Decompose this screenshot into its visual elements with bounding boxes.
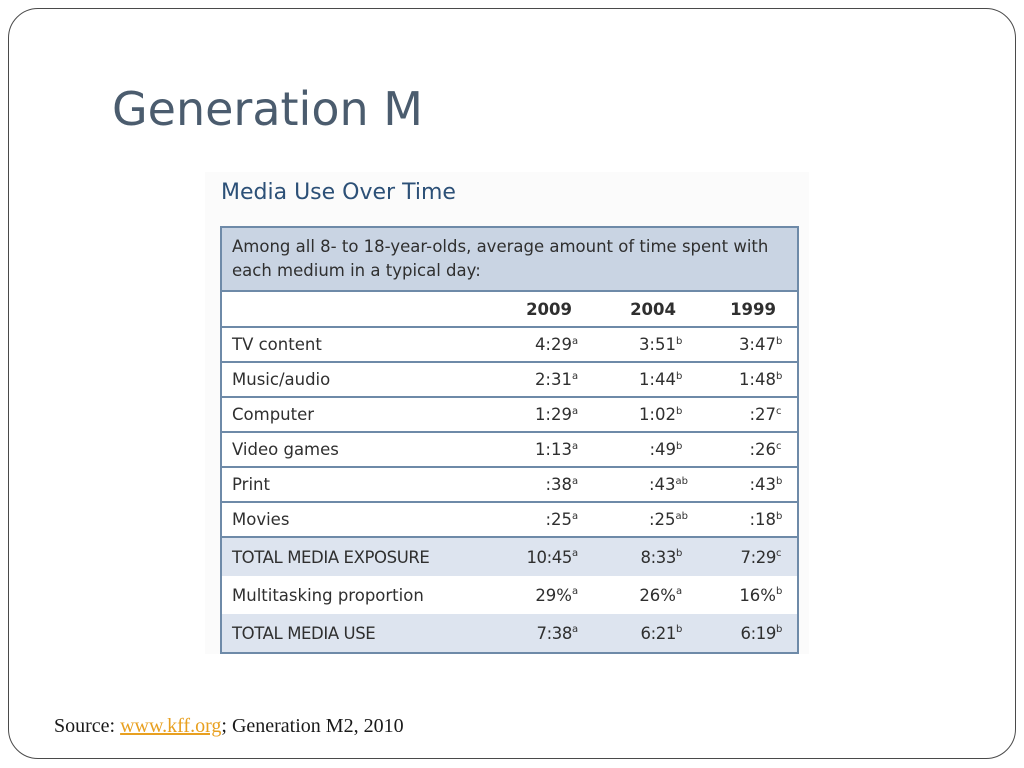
cell-value: 4:29 [534,335,572,354]
cell-value: :25 [648,510,676,529]
value-cell: :49b [649,440,683,459]
table-row: Multitasking proportion 29%a 26%a 16%b [222,576,797,614]
media-use-table: Among all 8- to 18-year-olds, average am… [220,226,799,654]
value-cell: 4:29a [534,335,579,354]
cell-value: 6:21 [640,623,677,643]
table-row: TOTAL MEDIA EXPOSURE 10:45a 8:33b 7:29c [222,538,797,576]
value-cell: 1:13a [534,440,579,459]
cell-value: 1:02 [638,405,676,424]
row-label: Computer [232,405,315,424]
row-label: TOTAL MEDIA EXPOSURE [232,547,430,567]
value-cell: :43ab [648,475,688,494]
source-prefix: Source: [54,715,121,737]
value-cell: 10:45a [526,547,578,567]
value-cell: 2:31a [534,370,579,389]
row-label: TV content [232,335,322,354]
value-cell: 16%b [739,585,783,605]
row-label: Video games [232,440,339,459]
cell-value: 3:47 [738,335,776,354]
value-cell: :26c [749,440,782,459]
value-cell: :25ab [648,510,688,529]
cell-value: 6:19 [740,623,777,643]
cell-value: :27 [749,405,776,424]
cell-value: 1:29 [534,405,572,424]
table-caption: Among all 8- to 18-year-olds, average am… [222,228,797,292]
cell-value: :18 [749,510,776,529]
value-cell: :25a [545,510,579,529]
value-cell: :27c [749,405,782,424]
cell-value: :43 [648,475,676,494]
cell-value: :38 [545,475,572,494]
value-cell: 1:29a [534,405,579,424]
cell-value: 7:29 [740,547,777,567]
cell-value: 8:33 [640,547,677,567]
value-cell: 3:47b [738,335,783,354]
row-label: Music/audio [232,370,331,389]
cell-value: :25 [545,510,572,529]
row-label: Multitasking proportion [232,585,424,605]
value-cell: 7:38a [536,623,579,643]
value-cell: :18b [749,510,783,529]
cell-value: 3:51 [638,335,676,354]
table-row: Music/audio 2:31a 1:44b 1:48b [222,363,797,398]
source-link[interactable]: www.kff.org [120,715,222,737]
slide-title: Generation M [112,82,423,136]
cell-value: 29% [535,585,572,605]
value-cell: 26%a [639,585,683,605]
value-cell: 1:48b [738,370,783,389]
source-suffix: ; Generation M2, 2010 [221,715,404,737]
row-label: Movies [232,510,290,529]
value-cell: 6:21b [640,623,683,643]
row-label: TOTAL MEDIA USE [232,623,376,643]
media-use-figure: Media Use Over Time Among all 8- to 18-y… [205,172,809,654]
column-header-1999: 1999 [730,299,776,319]
table-row: TOTAL MEDIA USE 7:38a 6:21b 6:19b [222,614,797,652]
value-cell: 29%a [535,585,579,605]
value-cell: 3:51b [638,335,683,354]
value-cell: 8:33b [640,547,683,567]
cell-value: 26% [639,585,676,605]
table-row: Print :38a :43ab :43b [222,468,797,503]
cell-value: 1:44 [638,370,676,389]
value-cell: :43b [749,475,783,494]
cell-value: :43 [749,475,776,494]
value-cell: 6:19b [740,623,783,643]
column-header-2009: 2009 [526,299,572,319]
cell-value: :26 [749,440,776,459]
cell-value: 7:38 [536,623,573,643]
value-cell: 7:29c [740,547,782,567]
table-row: Video games 1:13a :49b :26c [222,433,797,468]
column-header-2004: 2004 [630,299,676,319]
value-cell: 1:44b [638,370,683,389]
cell-value: 1:13 [534,440,572,459]
value-cell: 1:02b [638,405,683,424]
figure-title: Media Use Over Time [221,180,456,205]
row-label: Print [232,475,270,494]
table-row: Computer 1:29a 1:02b :27c [222,398,797,433]
table-body: TV content 4:29a 3:51b 3:47b Music/audio 2:31… [222,328,797,652]
value-cell: :38a [545,475,579,494]
cell-value: 16% [739,585,776,605]
cell-value: 10:45 [526,547,572,567]
table-row: Movies :25a :25ab :18b [222,503,797,538]
cell-value: 2:31 [534,370,572,389]
table-row: TV content 4:29a 3:51b 3:47b [222,328,797,363]
source-line: Source: www.kff.org; Generation M2, 2010 [54,715,404,738]
cell-value: :49 [649,440,676,459]
table-header-row: 2009 2004 1999 [222,292,797,328]
cell-value: 1:48 [738,370,776,389]
